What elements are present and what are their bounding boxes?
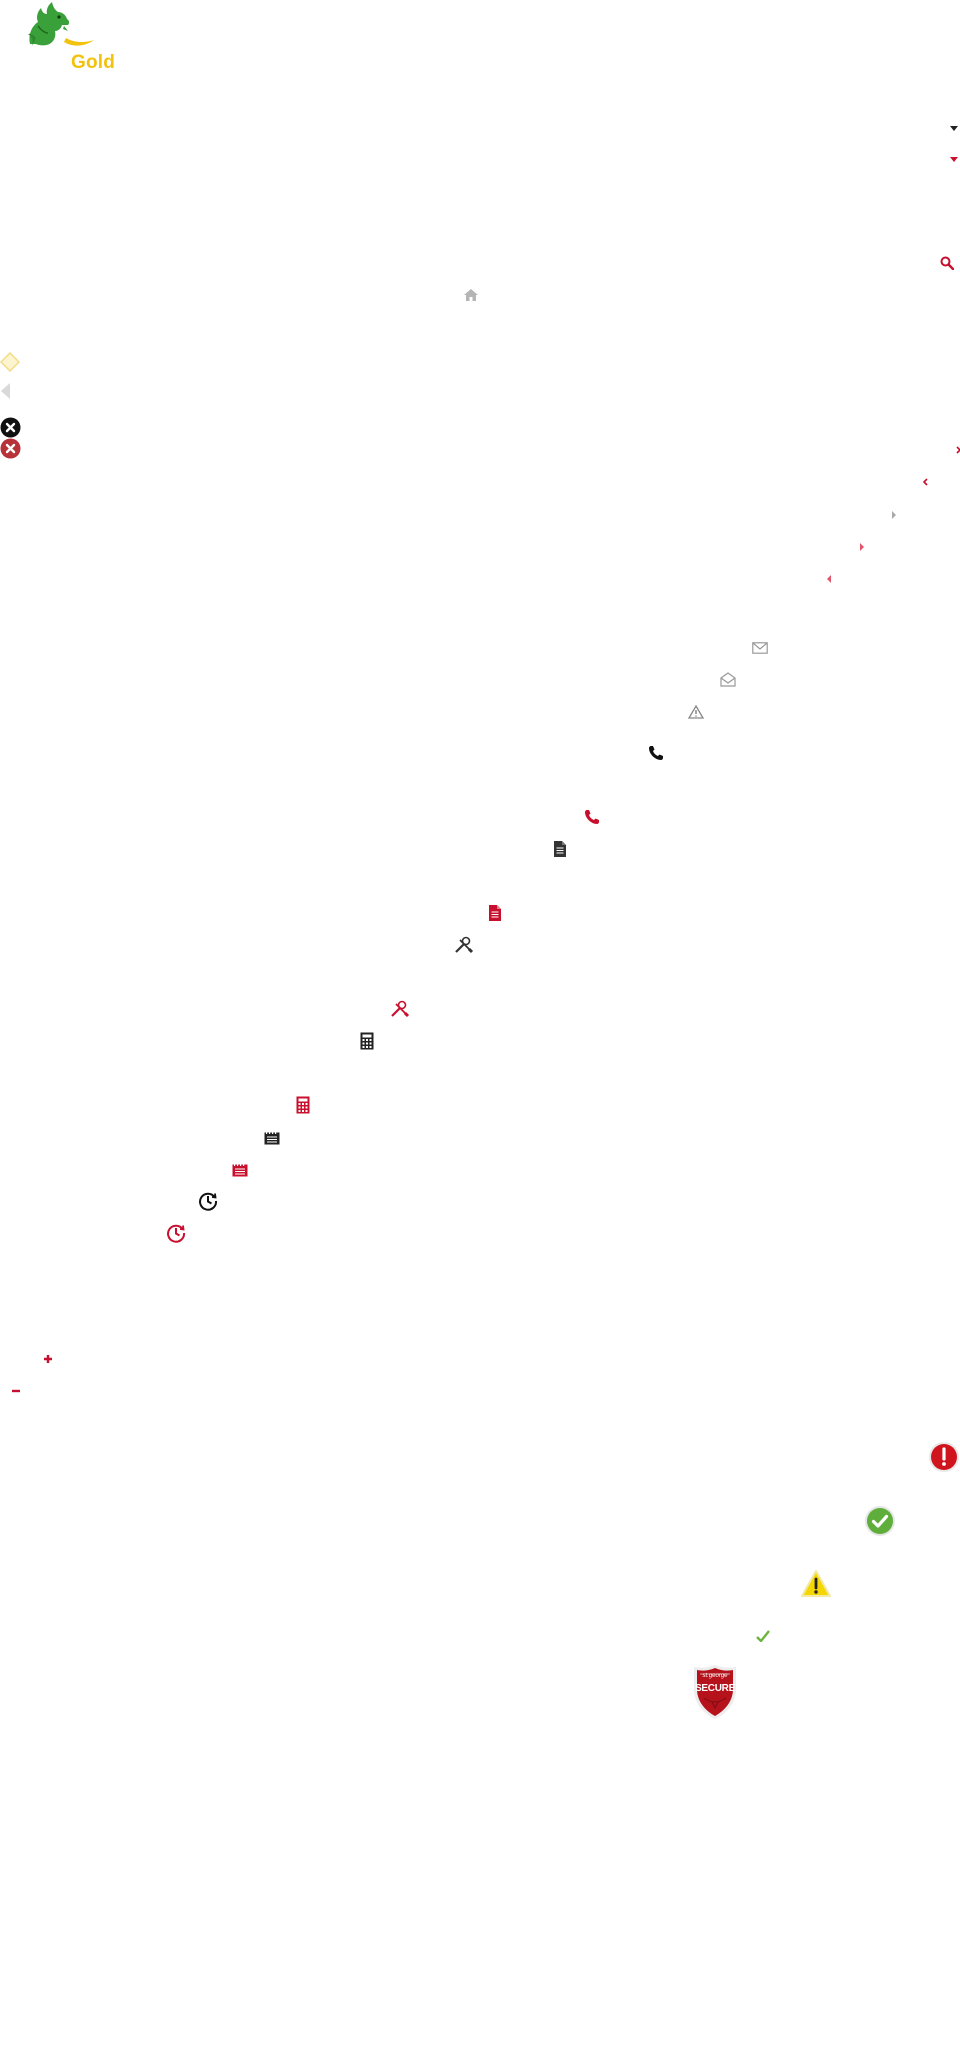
close-circle-icon[interactable]	[0, 417, 21, 438]
notepad-red-icon[interactable]	[232, 1163, 248, 1177]
chevron-left-red-small-icon[interactable]	[827, 575, 832, 583]
secure-shield-icon: st.george SECURE	[692, 1664, 738, 1720]
chevron-right-red-small-icon[interactable]	[859, 543, 864, 551]
secure-badge-main-text: SECURE	[695, 1683, 735, 1694]
diamond-icon	[0, 352, 20, 372]
warning-outline-icon	[688, 705, 704, 719]
brand-logo[interactable]	[22, 0, 122, 74]
home-icon[interactable]	[463, 288, 479, 302]
tools-red-icon[interactable]	[390, 1000, 410, 1018]
chevron-left-red-icon[interactable]	[923, 478, 928, 486]
checkmark-icon	[756, 1630, 770, 1642]
chevron-right-gray-icon[interactable]	[891, 511, 896, 519]
dragon-icon	[28, 2, 94, 46]
chevron-right-red-icon[interactable]	[956, 446, 960, 454]
phone-icon[interactable]	[648, 745, 664, 761]
document-icon[interactable]	[553, 840, 567, 858]
secure-badge-top-text: st.george	[702, 1673, 728, 1679]
close-circle-red-icon[interactable]	[0, 438, 21, 459]
history-clock-icon[interactable]	[198, 1191, 218, 1211]
document-red-icon[interactable]	[488, 904, 502, 922]
tools-icon[interactable]	[454, 936, 474, 954]
envelope-icon[interactable]	[752, 642, 768, 654]
warning-badge-icon	[800, 1569, 832, 1599]
error-badge-icon	[928, 1441, 960, 1473]
history-clock-red-icon[interactable]	[166, 1223, 186, 1243]
minus-icon[interactable]	[11, 1386, 21, 1396]
phone-red-icon[interactable]	[584, 809, 600, 825]
search-icon[interactable]	[940, 256, 954, 270]
caret-down-icon[interactable]	[950, 126, 958, 132]
calculator-icon[interactable]	[360, 1032, 374, 1050]
caret-down-red-icon[interactable]	[950, 157, 958, 163]
triangle-left-icon[interactable]	[0, 382, 12, 400]
envelope-open-icon[interactable]	[720, 672, 736, 687]
brand-logo-text: Gold	[71, 52, 116, 73]
success-badge-icon	[864, 1505, 896, 1537]
calculator-red-icon[interactable]	[296, 1096, 310, 1114]
notepad-icon[interactable]	[264, 1131, 280, 1145]
plus-icon[interactable]	[43, 1354, 53, 1364]
